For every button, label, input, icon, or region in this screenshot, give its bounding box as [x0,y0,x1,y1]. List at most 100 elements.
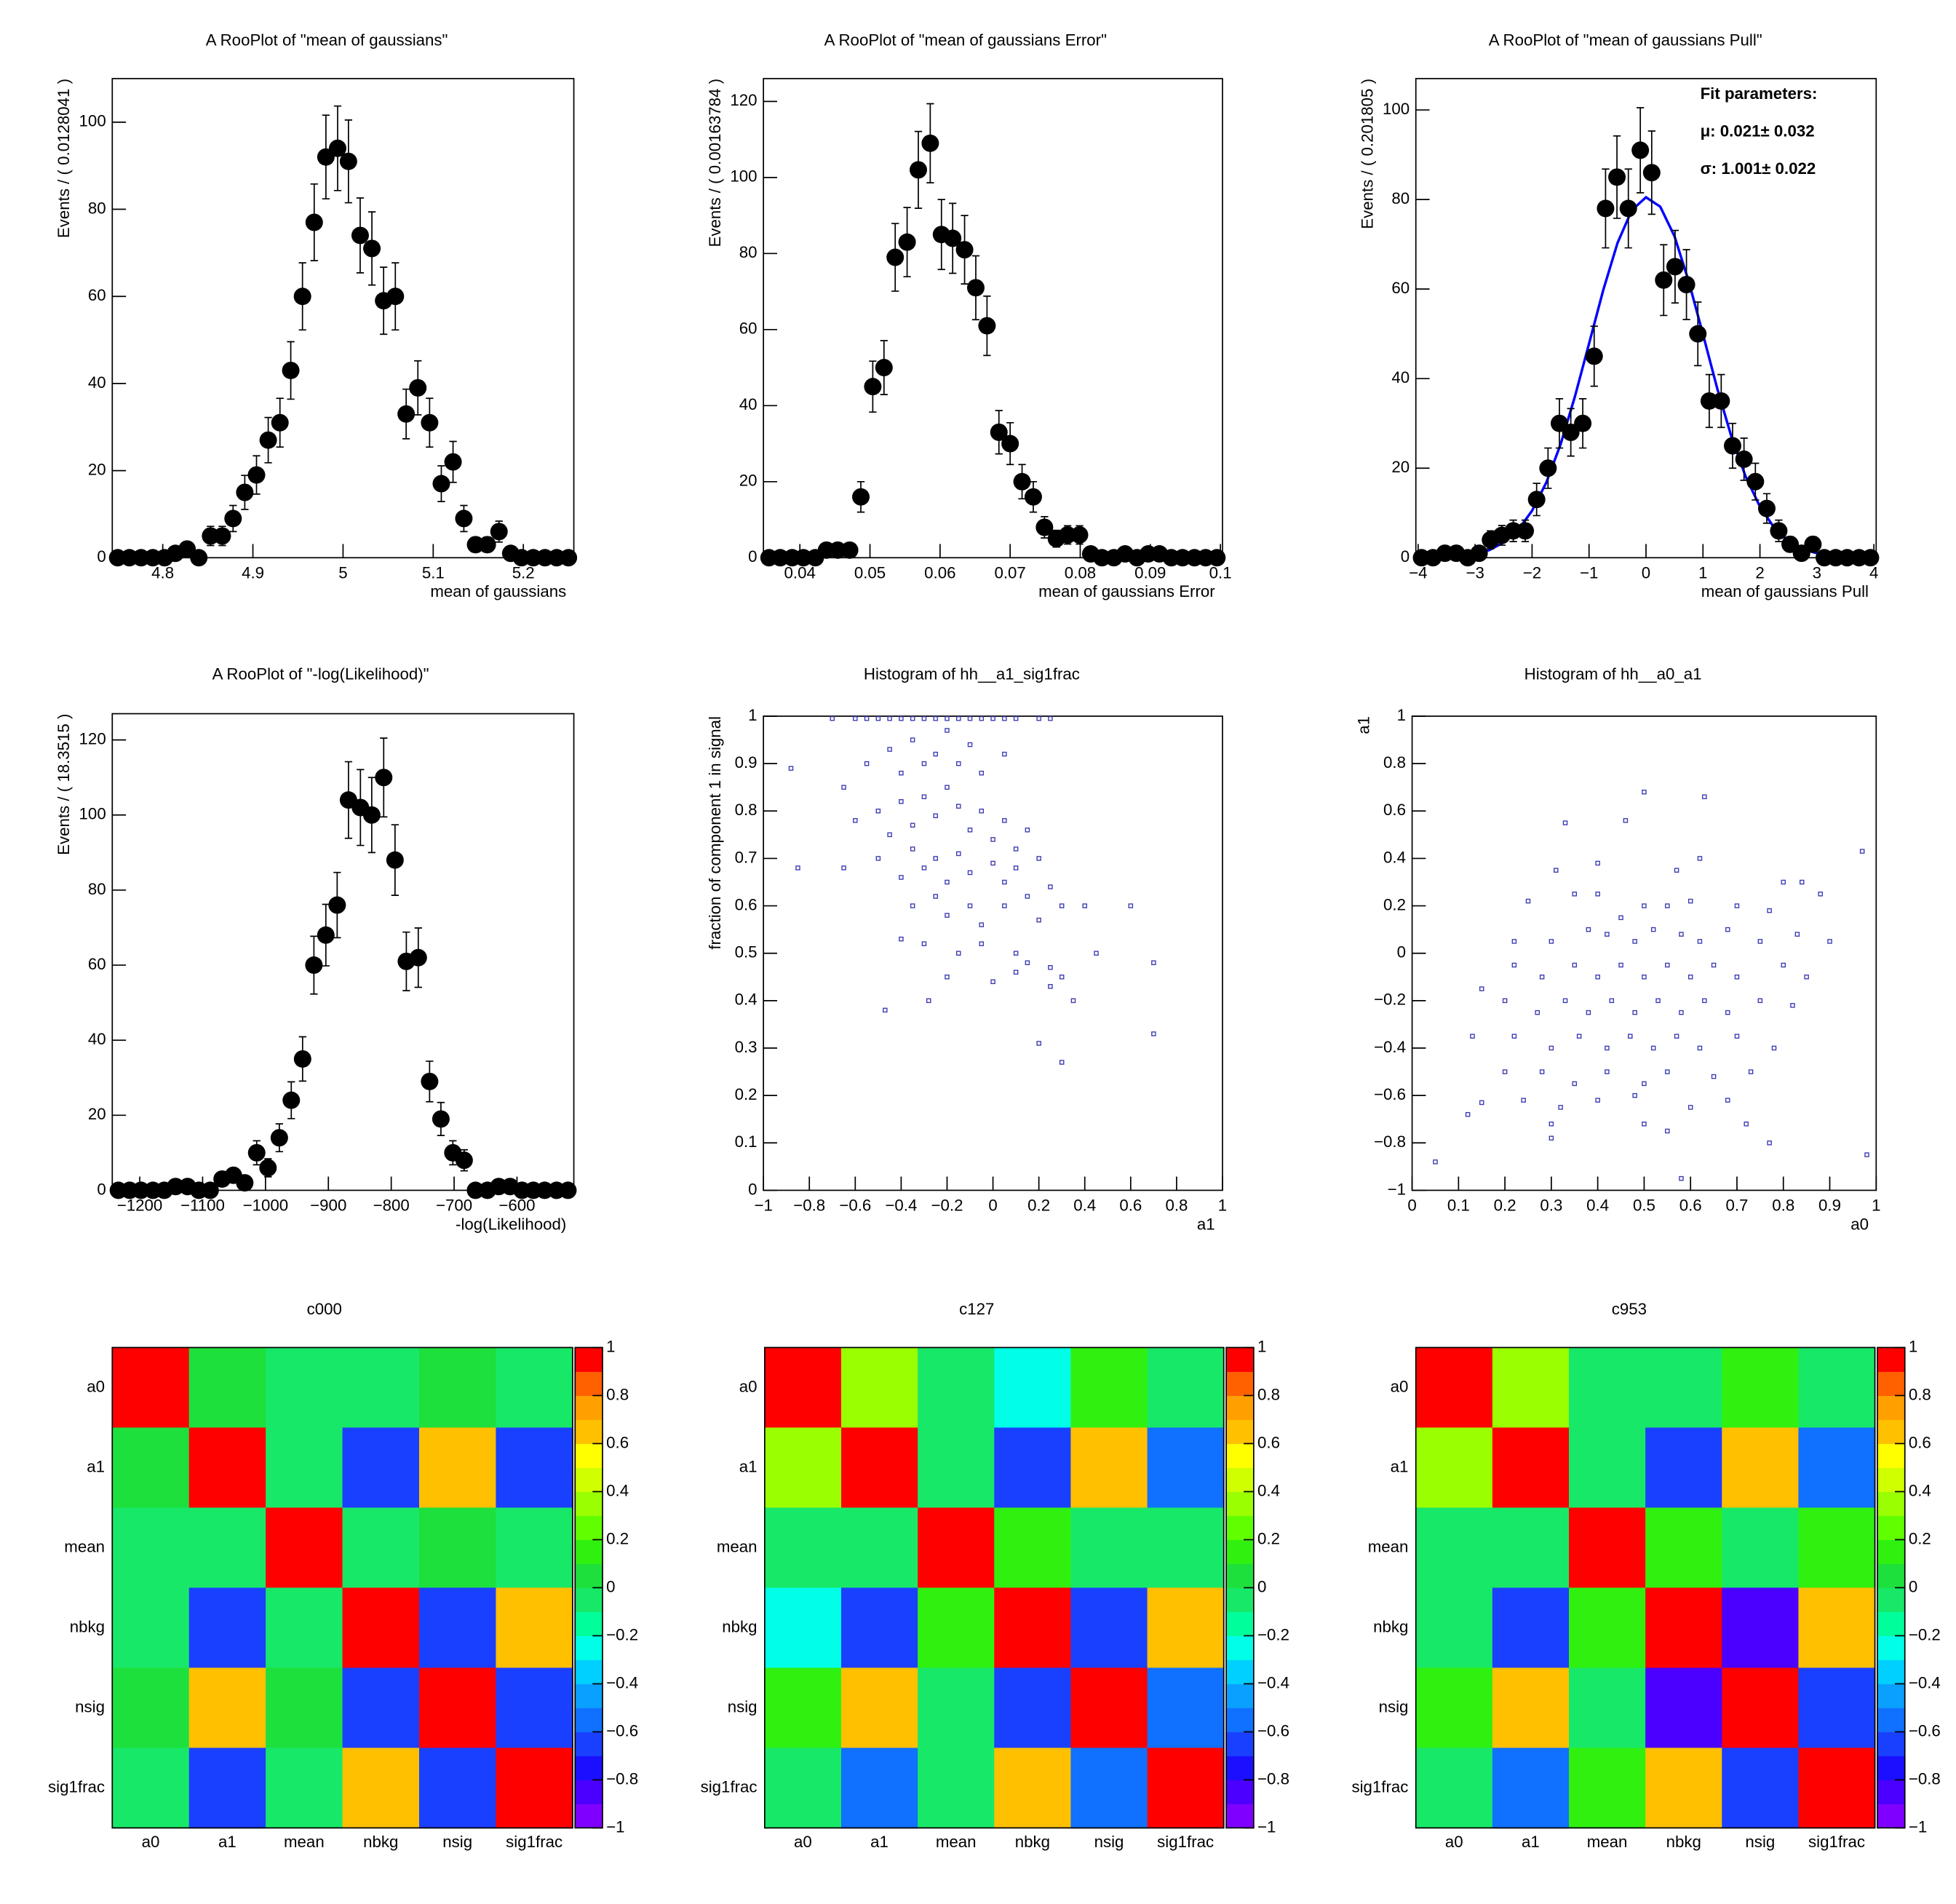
y-tick-label: 0 [97,547,106,566]
y-tick-label: 0.3 [735,1038,758,1056]
matrix-cell [496,1347,573,1429]
bin-box [899,799,904,804]
data-point [213,527,231,545]
matrix-cell [496,1667,573,1749]
bin-box [979,941,985,946]
y-tick-label: nbkg [722,1617,757,1635]
matrix-cell [112,1507,190,1589]
data-point [351,226,369,245]
y-tick-label: mean [717,1537,758,1555]
y-tick-label: 0.8 [735,801,758,819]
y-tick-label: 0.4 [1383,848,1406,866]
chart-title: Histogram of hh__a1_sig1frac [864,665,1080,683]
x-tick-label: −1 [1580,563,1598,582]
matrix-cell [1147,1587,1225,1669]
z-tick-label: −0.8 [1257,1769,1289,1788]
bin-box [1036,917,1041,923]
matrix-cell [1645,1427,1723,1509]
matrix-cell [1722,1748,1800,1829]
data-point [875,359,893,377]
bin-box [841,785,846,790]
z-tick-label: −0.2 [606,1625,638,1643]
matrix-cell [1147,1427,1225,1509]
color-bar-bin [575,1732,603,1756]
matrix-cell [994,1587,1072,1669]
matrix-cell [342,1667,420,1749]
z-tick-label: 0.2 [1257,1529,1280,1547]
data-point [1700,392,1718,410]
x-tick-label: −0.8 [793,1197,825,1215]
y-tick-label: 0.2 [735,1085,758,1103]
data-point [1655,271,1673,289]
bin-box [1674,868,1679,873]
matrix-cell [994,1667,1072,1749]
bin-box [1655,998,1661,1004]
bin-box [1548,1045,1554,1051]
x-tick-label: 0.6 [1119,1197,1142,1215]
matrix-cell [266,1507,343,1589]
data-point [432,475,450,493]
bin-box [875,716,881,721]
x-tick-label: 2 [1755,563,1764,582]
color-bar-bin [1877,1395,1905,1420]
bin-box [788,766,794,771]
x-tick-label: 4.8 [151,563,174,582]
color-bar-bin [575,1683,603,1708]
data-point [944,229,962,247]
data-point [1070,525,1089,544]
bin-box [1605,1045,1610,1051]
z-tick-label: −1 [1257,1817,1276,1836]
matrix-cell [918,1587,995,1669]
bin-box [1702,794,1707,799]
data-point [1470,544,1488,563]
bin-box [1734,1034,1740,1039]
y-tick-label: 0.4 [735,991,758,1009]
panel: Histogram of hh__a1_sig1frac −1 −0.8 −0.6 −0… [706,665,1227,1233]
z-tick-label: 1 [1909,1337,1917,1355]
x-tick-label: 0.4 [1586,1197,1609,1215]
z-tick-label: 0.8 [1909,1385,1931,1403]
z-tick-label: 1 [1257,1337,1266,1355]
x-tick-label: 5 [338,563,347,582]
matrix-cell [496,1427,573,1509]
matrix-cell [1492,1748,1570,1829]
z-tick-label: −0.2 [1257,1625,1289,1643]
data-point [236,483,254,501]
matrix-cell [419,1507,497,1589]
plot-frame [763,78,1223,559]
data-point [328,139,346,157]
data-point [966,279,985,297]
data-point [363,239,381,258]
data-point [1608,168,1626,186]
panel: A RooPlot of "mean of gaussians" 4.8 4.9 5 5… [55,31,578,600]
bin-box [1025,894,1030,899]
y-tick-label: 0.8 [1383,753,1406,771]
matrix-cell [764,1507,842,1589]
bin-box [921,761,927,766]
z-tick-label: 0.4 [606,1481,629,1499]
y-tick-label: 40 [88,373,106,392]
data-point [1642,164,1661,182]
matrix-cell [1415,1507,1493,1589]
bin-box [1650,1045,1656,1051]
color-bar-bin [1226,1539,1254,1564]
data-point [1504,522,1522,540]
bin-box [1059,903,1065,908]
x-axis-label: -log(Likelihood) [456,1215,566,1233]
bin-box [1609,998,1615,1004]
bin-box [1632,1092,1637,1098]
matrix-cell [266,1587,343,1669]
matrix-cell [1798,1507,1876,1589]
panel: c127 a0 a0 a1 a1 mean mean nbkg nbkg nsig nsig sig1… [701,1300,1289,1851]
data-point [1208,549,1226,567]
bin-box [1048,984,1053,989]
matrix-cell [1798,1748,1876,1829]
matrix-cell [1798,1427,1876,1509]
y-tick-label: −0.4 [1374,1038,1406,1056]
bin-box [921,716,927,721]
x-tick-label: 0 [988,1197,997,1215]
y-tick-label: a0 [1391,1377,1409,1395]
bin-box [1665,1128,1670,1134]
x-tick-label: a0 [142,1833,160,1851]
y-tick-label: sig1frac [48,1777,105,1796]
